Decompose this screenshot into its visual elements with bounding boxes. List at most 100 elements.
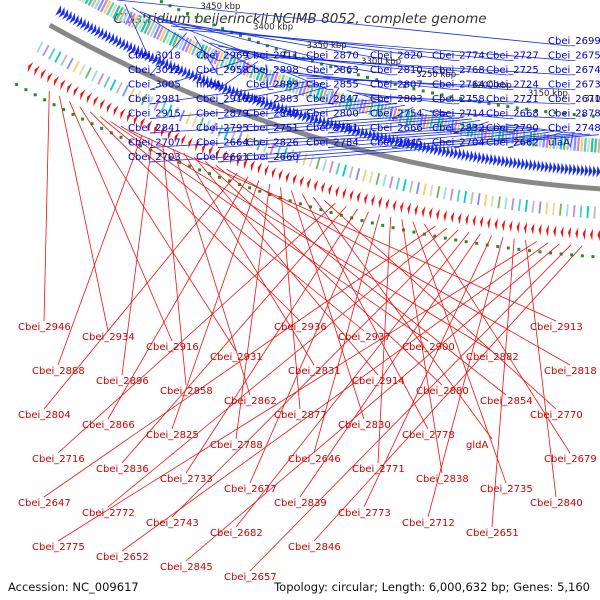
forward-gene-label[interactable]: Cbei_2661 xyxy=(196,152,249,163)
reverse-gene-label[interactable]: Cbei_2839 xyxy=(274,498,327,509)
reverse-gene-label[interactable]: Cbei_2937 xyxy=(338,332,391,343)
forward-gene-label[interactable]: Cbei_2671 xyxy=(548,94,600,105)
reverse-gene-label[interactable]: Cbei_2916 xyxy=(146,342,199,353)
forward-gene-label[interactable]: Cbei_2727 xyxy=(486,51,539,62)
forward-gene-label[interactable]: Cbei_2704 xyxy=(432,138,485,149)
reverse-gene-label[interactable]: Cbei_2735 xyxy=(480,484,533,495)
forward-gene-label[interactable]: Cbei_2673 xyxy=(548,80,600,91)
reverse-gene-label[interactable]: Cbei_2854 xyxy=(480,396,533,407)
reverse-gene-label[interactable]: Cbei_2913 xyxy=(530,322,583,333)
forward-gene-label[interactable]: Cbei_2832 xyxy=(432,123,485,134)
forward-gene-label[interactable]: Cbei_2711 xyxy=(306,123,359,134)
forward-gene-label[interactable]: Cbei_2699 xyxy=(548,36,600,47)
forward-gene-label[interactable]: Cbei_2847 xyxy=(306,94,359,105)
reverse-gene-label[interactable]: Cbei_2773 xyxy=(338,508,391,519)
reverse-gene-label[interactable]: Cbei_2936 xyxy=(274,322,327,333)
forward-gene-label[interactable]: Cbei_2863 xyxy=(306,65,359,76)
reverse-gene-label[interactable]: Cbei_2771 xyxy=(352,464,405,475)
forward-gene-label[interactable]: Cbei_2751 xyxy=(246,123,299,134)
reverse-gene-label[interactable]: Cbei_2775 xyxy=(32,542,85,553)
forward-gene-label[interactable]: Cbei_2707 xyxy=(128,138,181,149)
forward-gene-label[interactable]: Cbei_2660 xyxy=(246,152,299,163)
reverse-gene-label[interactable]: Cbei_2770 xyxy=(530,410,583,421)
forward-gene-label[interactable]: Cbei_2820 xyxy=(370,51,423,62)
forward-gene-label[interactable]: Cbei_2841 xyxy=(128,123,181,134)
forward-gene-label[interactable]: Cbei_2981 xyxy=(128,94,181,105)
forward-gene-label[interactable]: Cbei_2898 xyxy=(246,65,299,76)
forward-gene-label[interactable]: Cbei_2774 xyxy=(432,51,485,62)
reverse-gene-label[interactable]: Cbei_2825 xyxy=(146,430,199,441)
reverse-gene-label[interactable]: Cbei_2716 xyxy=(32,454,85,465)
reverse-gene-label[interactable]: Cbei_2880 xyxy=(416,386,469,397)
reverse-gene-label[interactable]: Cbei_2882 xyxy=(466,352,519,363)
forward-gene-label[interactable]: Cbei_2826 xyxy=(246,138,299,149)
forward-gene-label[interactable]: nhaA xyxy=(196,80,222,91)
reverse-gene-label[interactable]: gldA xyxy=(466,440,488,451)
forward-gene-label[interactable]: Cbei_2883 xyxy=(246,94,299,105)
forward-gene-label[interactable]: Cbei_3018 xyxy=(128,51,181,62)
forward-gene-label[interactable]: Cbei_2664 xyxy=(196,138,249,149)
reverse-gene-label[interactable]: Cbei_2931 xyxy=(210,352,263,363)
forward-gene-label[interactable]: Cbei_2674 xyxy=(548,65,600,76)
forward-gene-label[interactable]: Cbei_2703 xyxy=(128,152,181,163)
reverse-gene-label[interactable]: Cbei_2900 xyxy=(402,342,455,353)
reverse-gene-label[interactable]: Cbei_2818 xyxy=(544,366,597,377)
reverse-gene-label[interactable]: Cbei_2646 xyxy=(288,454,341,465)
reverse-gene-label[interactable]: Cbei_2677 xyxy=(224,484,277,495)
reverse-gene-label[interactable]: Cbei_2652 xyxy=(96,552,149,563)
reverse-gene-label[interactable]: Cbei_2651 xyxy=(466,528,519,539)
forward-gene-label[interactable]: Cbei_2666 xyxy=(370,123,423,134)
forward-gene-label[interactable]: Cbei_2800 xyxy=(306,109,359,120)
forward-gene-label[interactable]: Cbei_2878 xyxy=(548,109,600,120)
forward-gene-label[interactable]: Cbei_2754 xyxy=(370,109,423,120)
reverse-gene-label[interactable]: Cbei_2845 xyxy=(160,562,213,573)
forward-gene-label[interactable]: Cbei_2969 xyxy=(196,51,249,62)
reverse-gene-label[interactable]: Cbei_2838 xyxy=(416,474,469,485)
forward-gene-label[interactable]: Cbei_2758 xyxy=(432,94,485,105)
reverse-gene-label[interactable]: Cbei_2858 xyxy=(160,386,213,397)
forward-gene-label[interactable]: Cbei_3005 xyxy=(128,80,181,91)
reverse-gene-label[interactable]: Cbei_2877 xyxy=(274,410,327,421)
reverse-gene-label[interactable]: Cbei_2914 xyxy=(352,376,405,387)
reverse-gene-label[interactable]: Cbei_2831 xyxy=(288,366,341,377)
reverse-gene-label[interactable]: Cbei_2657 xyxy=(224,572,277,583)
forward-gene-label[interactable]: Cbei_2714 xyxy=(432,109,485,120)
reverse-gene-label[interactable]: Cbei_2846 xyxy=(288,542,341,553)
reverse-gene-label[interactable]: Cbei_2778 xyxy=(402,430,455,441)
forward-gene-label[interactable]: Cbei_2855 xyxy=(306,80,359,91)
forward-gene-label[interactable]: Cbei_2724 xyxy=(486,80,539,91)
forward-gene-label[interactable]: Cbei_2879 xyxy=(196,109,249,120)
reverse-gene-label[interactable]: Cbei_2788 xyxy=(210,440,263,451)
reverse-gene-label[interactable]: Cbei_2712 xyxy=(402,518,455,529)
forward-gene-label[interactable]: Cbei_2764 xyxy=(432,80,485,91)
reverse-gene-label[interactable]: Cbei_2934 xyxy=(82,332,135,343)
forward-gene-label[interactable]: Cbei_2768 xyxy=(432,65,485,76)
reverse-gene-label[interactable]: Cbei_2888 xyxy=(32,366,85,377)
reverse-gene-label[interactable]: Cbei_2946 xyxy=(18,322,71,333)
forward-gene-label[interactable]: Cbei_2748 xyxy=(548,123,600,134)
forward-gene-label[interactable]: Cbei_2725 xyxy=(486,65,539,76)
forward-gene-label[interactable]: ulaA xyxy=(548,138,570,149)
forward-gene-label[interactable]: Cbei_2870 xyxy=(306,51,359,62)
reverse-gene-label[interactable]: Cbei_2743 xyxy=(146,518,199,529)
forward-gene-label[interactable]: Cbei_2915 xyxy=(128,109,181,120)
reverse-gene-label[interactable]: Cbei_2682 xyxy=(210,528,263,539)
forward-gene-label[interactable]: Cbei_2790 xyxy=(486,123,539,134)
forward-gene-label[interactable]: Cbei_3012 xyxy=(128,65,181,76)
forward-gene-label[interactable]: Cbei_2668 xyxy=(486,109,539,120)
reverse-gene-label[interactable]: Cbei_2896 xyxy=(96,376,149,387)
reverse-gene-label[interactable]: Cbei_2679 xyxy=(544,454,597,465)
reverse-gene-label[interactable]: Cbei_2772 xyxy=(82,508,135,519)
reverse-gene-label[interactable]: Cbei_2830 xyxy=(338,420,391,431)
forward-gene-label[interactable]: Cbei_2918 xyxy=(196,94,249,105)
forward-gene-label[interactable]: Cbei_2784 xyxy=(306,138,359,149)
reverse-gene-label[interactable]: Cbei_2866 xyxy=(82,420,135,431)
reverse-gene-label[interactable]: Cbei_2862 xyxy=(224,396,277,407)
reverse-gene-label[interactable]: Cbei_2804 xyxy=(18,410,71,421)
forward-gene-label[interactable]: Cbei_2911 xyxy=(246,51,299,62)
forward-gene-label[interactable]: Cbei_2745 xyxy=(370,138,423,149)
forward-gene-label[interactable]: Cbei_2662 xyxy=(486,138,539,149)
forward-gene-label[interactable]: Cbei_2958 xyxy=(196,65,249,76)
reverse-gene-label[interactable]: Cbei_2647 xyxy=(18,498,71,509)
forward-gene-label[interactable]: Cbei_2810 xyxy=(370,65,423,76)
